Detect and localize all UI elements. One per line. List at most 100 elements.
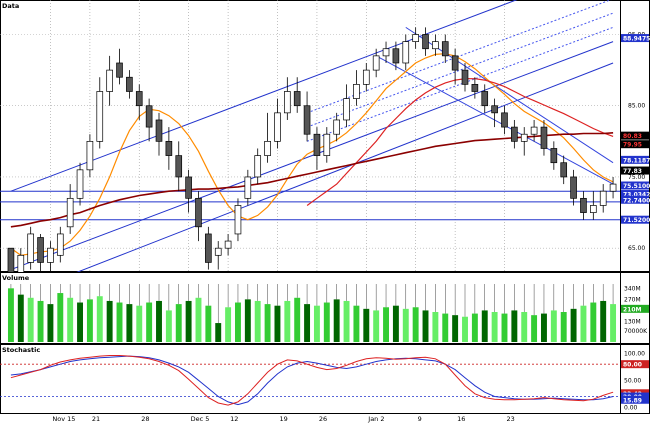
- candle: [540, 126, 548, 149]
- price-tag: 88.9475: [623, 36, 650, 43]
- candle: [599, 190, 607, 206]
- volume-bar: [600, 300, 607, 342]
- pane-frame: [0, 344, 621, 414]
- candle: [303, 105, 311, 135]
- candle: [590, 205, 597, 213]
- volume-bar: [412, 307, 419, 342]
- volume-bar: [106, 300, 113, 342]
- volume-bar: [244, 299, 251, 342]
- volume-bar: [235, 302, 241, 342]
- stochastic-pane: Stochastic100.0050.000.0080.0023.4220.00…: [0, 344, 650, 414]
- volume-bar: [343, 300, 350, 342]
- price-tag-bg: [621, 181, 649, 190]
- candle: [76, 169, 84, 199]
- date-label: Nov 15: [52, 415, 75, 423]
- volume-bar: [422, 310, 429, 342]
- pane-frame: [0, 272, 621, 344]
- candle: [412, 34, 419, 42]
- volume-bar: [96, 296, 103, 342]
- volume-bar: [481, 310, 488, 342]
- volume-bar: [185, 300, 192, 342]
- price-tag-bg: [621, 155, 649, 164]
- volume-bar: [136, 305, 143, 342]
- volume-bar: [284, 300, 291, 342]
- candle: [501, 112, 508, 128]
- volume-pane: Volume340M270M200M130M70000K210M: [0, 272, 650, 344]
- candle: [165, 140, 173, 156]
- date-label: 23: [506, 415, 514, 423]
- volume-bar: [175, 304, 182, 342]
- candle: [560, 162, 568, 178]
- volume-bar: [57, 293, 64, 342]
- volume-bar: [116, 302, 123, 342]
- volume-tick-label: 70000K: [624, 328, 648, 335]
- price-tag: 78.1187: [623, 157, 650, 164]
- date-label: 28: [141, 415, 149, 423]
- stoch-tick-label: 0.00: [624, 404, 638, 411]
- channel-lower: [10, 41, 614, 271]
- volume-bar: [313, 305, 320, 342]
- volume-bar: [452, 315, 459, 342]
- price-tag-bg: [621, 215, 649, 224]
- volume-tag: 210M: [623, 306, 642, 313]
- price-tick-label: 65.00: [628, 245, 645, 252]
- volume-bar: [47, 304, 54, 342]
- volume-bar: [274, 305, 281, 342]
- price-tag-bg: [621, 140, 649, 149]
- volume-bar: [225, 307, 232, 342]
- volume-bar: [156, 300, 162, 342]
- ma-orange: [10, 53, 614, 256]
- date-label: 12: [230, 415, 238, 423]
- downtrend-2: [405, 26, 614, 164]
- candle: [550, 148, 558, 164]
- candle: [37, 237, 44, 263]
- candle: [96, 91, 104, 142]
- stoch-tag-bg: [621, 395, 649, 404]
- volume-bar: [501, 313, 508, 342]
- fork-1: [306, 0, 612, 114]
- candle: [402, 41, 410, 64]
- candle: [511, 126, 518, 142]
- date-axis: Nov 15 21 28 Dec 5 12 19 26 Jan 2 9 16 23: [52, 415, 514, 423]
- price-tag: 77.83: [623, 168, 642, 175]
- candle: [116, 62, 123, 78]
- volume-bar: [511, 310, 518, 342]
- volume-bar: [432, 312, 439, 342]
- volume-bar: [491, 312, 498, 342]
- date-label: Dec 5: [191, 415, 210, 423]
- volume-bar: [323, 302, 330, 342]
- volume-bar: [402, 308, 409, 342]
- candle: [372, 55, 380, 71]
- candle: [343, 98, 350, 121]
- candle: [362, 69, 370, 85]
- volume-bar: [550, 310, 557, 342]
- candle: [195, 197, 202, 228]
- volume-bar: [254, 300, 261, 342]
- price-tag: 80.83: [623, 133, 642, 140]
- candle: [274, 112, 281, 142]
- candle: [126, 76, 133, 92]
- candle: [422, 34, 429, 50]
- candle: [145, 105, 153, 128]
- candle: [155, 119, 163, 142]
- volume-bar: [27, 297, 34, 342]
- volume-bar: [610, 304, 617, 342]
- price-tag-bg: [621, 131, 649, 140]
- candle: [293, 91, 301, 107]
- candle: [580, 197, 587, 213]
- candle: [530, 126, 538, 135]
- volume-bar: [442, 313, 449, 342]
- volume-bar: [363, 308, 370, 342]
- fork-2: [306, 12, 614, 128]
- volume-tick-label: 270M: [624, 296, 641, 303]
- volume-bar: [333, 299, 340, 342]
- price-tag-bg: [621, 190, 649, 199]
- volume-bar: [195, 297, 202, 342]
- candle: [254, 155, 262, 178]
- volume-bar: [215, 323, 222, 342]
- candle: [392, 48, 400, 64]
- pane-title: Stochastic: [2, 346, 40, 354]
- candle: [284, 91, 291, 114]
- volume-bar: [521, 312, 528, 342]
